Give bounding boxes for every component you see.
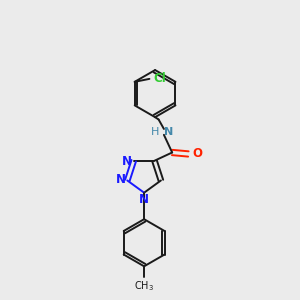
Text: N: N (139, 193, 149, 206)
Text: N: N (164, 127, 173, 137)
Text: CH$_3$: CH$_3$ (134, 279, 154, 293)
Text: H: H (151, 127, 160, 137)
Text: N: N (116, 173, 126, 186)
Text: O: O (192, 148, 202, 160)
Text: Cl: Cl (153, 72, 166, 86)
Text: N: N (122, 155, 132, 168)
